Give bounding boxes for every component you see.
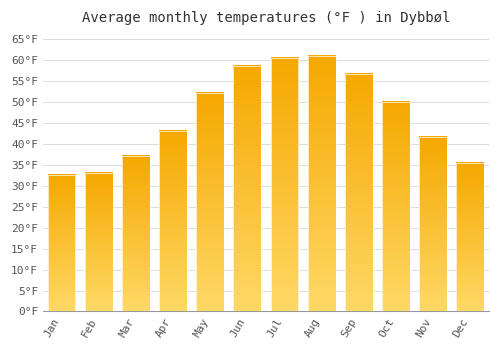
Bar (270, 58, 298, 312)
Bar (122, 156, 150, 312)
Bar (419, 138, 447, 312)
Bar (382, 102, 410, 312)
Bar (122, 156, 150, 312)
Bar (345, 75, 373, 312)
Bar (48, 175, 76, 312)
Bar (382, 102, 410, 312)
Bar (85, 173, 112, 312)
Bar (345, 75, 373, 312)
Bar (308, 56, 336, 312)
Bar (48, 175, 76, 312)
Bar (456, 163, 484, 312)
Bar (270, 58, 298, 312)
Bar (308, 56, 336, 312)
Bar (456, 163, 484, 312)
Bar (419, 138, 447, 312)
Bar (85, 173, 112, 312)
Bar (159, 131, 187, 312)
Bar (234, 66, 262, 312)
Bar (159, 131, 187, 312)
Bar (234, 66, 262, 312)
Bar (196, 93, 224, 312)
Title: Average monthly temperatures (°F ) in Dybbøl: Average monthly temperatures (°F ) in Dy… (82, 11, 450, 25)
Bar (196, 93, 224, 312)
